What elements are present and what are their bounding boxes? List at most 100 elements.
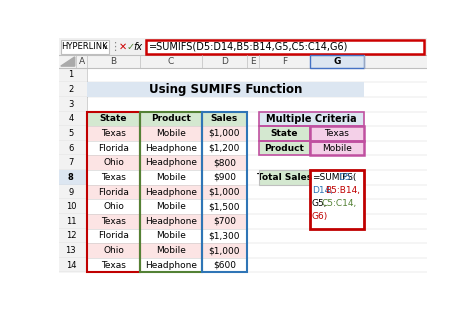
- Text: $600: $600: [213, 261, 236, 270]
- Text: Headphone: Headphone: [145, 144, 197, 153]
- Text: $1,000: $1,000: [209, 129, 240, 138]
- Bar: [59, 141, 87, 156]
- Text: ✓: ✓: [127, 42, 135, 52]
- Bar: [87, 185, 140, 199]
- Bar: [259, 126, 310, 141]
- Bar: [140, 185, 202, 199]
- Bar: [59, 126, 87, 141]
- Bar: [87, 156, 140, 170]
- Text: 11: 11: [65, 217, 76, 226]
- Text: $900: $900: [213, 173, 236, 182]
- Bar: [202, 228, 247, 243]
- Text: Headphone: Headphone: [145, 261, 197, 270]
- Text: Texas: Texas: [101, 173, 126, 182]
- Text: Florida: Florida: [98, 144, 129, 153]
- Bar: [59, 258, 87, 273]
- Text: 1: 1: [68, 70, 73, 79]
- Text: 3: 3: [68, 100, 73, 109]
- Text: Texas: Texas: [101, 129, 126, 138]
- Text: 6: 6: [68, 144, 73, 153]
- Text: Multiple Criteria: Multiple Criteria: [266, 114, 357, 124]
- Text: State: State: [271, 129, 298, 138]
- Bar: [59, 170, 87, 185]
- Bar: [140, 258, 202, 273]
- Bar: [146, 40, 423, 54]
- Bar: [87, 228, 140, 243]
- Bar: [87, 214, 140, 228]
- Text: Total Sales: Total Sales: [257, 173, 312, 182]
- Bar: [140, 170, 202, 185]
- Text: G5,: G5,: [312, 199, 328, 208]
- Text: ✕: ✕: [119, 42, 127, 52]
- Bar: [310, 126, 364, 141]
- Text: Florida: Florida: [98, 188, 129, 196]
- Bar: [202, 112, 247, 126]
- Text: D5:: D5:: [338, 173, 354, 182]
- Text: Mobile: Mobile: [156, 129, 186, 138]
- Text: $1,200: $1,200: [209, 144, 240, 153]
- Text: C: C: [168, 57, 174, 66]
- Bar: [59, 156, 87, 170]
- Bar: [87, 199, 140, 214]
- Text: 7: 7: [68, 158, 73, 167]
- Text: 8: 8: [68, 173, 74, 182]
- Bar: [87, 82, 364, 97]
- Text: F: F: [282, 57, 287, 66]
- Bar: [202, 156, 247, 170]
- Text: $700: $700: [213, 217, 236, 226]
- Polygon shape: [61, 57, 75, 66]
- Text: Ohio: Ohio: [103, 158, 124, 167]
- Text: E: E: [250, 57, 256, 66]
- Bar: [259, 170, 310, 185]
- Bar: [310, 141, 364, 156]
- Text: Texas: Texas: [101, 261, 126, 270]
- Text: $1,300: $1,300: [209, 231, 240, 240]
- Text: Ohio: Ohio: [103, 246, 124, 255]
- Text: $1,500: $1,500: [209, 202, 240, 211]
- Text: Headphone: Headphone: [145, 158, 197, 167]
- Text: Texas: Texas: [101, 217, 126, 226]
- Bar: [87, 170, 140, 185]
- Text: Mobile: Mobile: [156, 173, 186, 182]
- Text: 2: 2: [68, 85, 73, 94]
- Text: Mobile: Mobile: [156, 246, 186, 255]
- Bar: [202, 126, 247, 141]
- Bar: [87, 112, 140, 273]
- Text: Headphone: Headphone: [145, 188, 197, 196]
- Bar: [59, 112, 87, 126]
- Text: Texas: Texas: [324, 129, 349, 138]
- Bar: [59, 55, 427, 68]
- Bar: [259, 112, 364, 126]
- Text: ⋮: ⋮: [109, 42, 120, 52]
- Bar: [310, 170, 364, 228]
- Text: 5: 5: [68, 129, 73, 138]
- Bar: [61, 40, 109, 54]
- Text: Mobile: Mobile: [156, 202, 186, 211]
- Text: =SUMIFS(D5:D14,B5:B14,G5,C5:C14,G6): =SUMIFS(D5:D14,B5:B14,G5,C5:C14,G6): [149, 42, 348, 52]
- Text: 10: 10: [65, 202, 76, 211]
- Bar: [59, 243, 87, 258]
- Text: $1,000: $1,000: [209, 188, 240, 196]
- Text: Mobile: Mobile: [322, 144, 352, 153]
- Bar: [59, 38, 427, 55]
- Bar: [202, 214, 247, 228]
- Text: A: A: [79, 57, 85, 66]
- Text: 13: 13: [65, 246, 76, 255]
- Text: D14,: D14,: [312, 186, 333, 195]
- Bar: [87, 126, 140, 141]
- Text: G: G: [333, 57, 340, 66]
- Text: State: State: [100, 114, 127, 124]
- Bar: [87, 258, 140, 273]
- Bar: [140, 112, 202, 273]
- Bar: [87, 141, 140, 156]
- Bar: [259, 126, 310, 141]
- Text: HYPERLINK: HYPERLINK: [61, 42, 108, 52]
- Bar: [59, 199, 87, 214]
- Bar: [310, 126, 364, 141]
- Text: B5:B14,: B5:B14,: [325, 186, 360, 195]
- Bar: [59, 185, 87, 199]
- Bar: [59, 82, 87, 97]
- Text: Using SUMIFS Function: Using SUMIFS Function: [149, 83, 302, 96]
- Text: Product: Product: [151, 114, 191, 124]
- Text: $800: $800: [213, 158, 236, 167]
